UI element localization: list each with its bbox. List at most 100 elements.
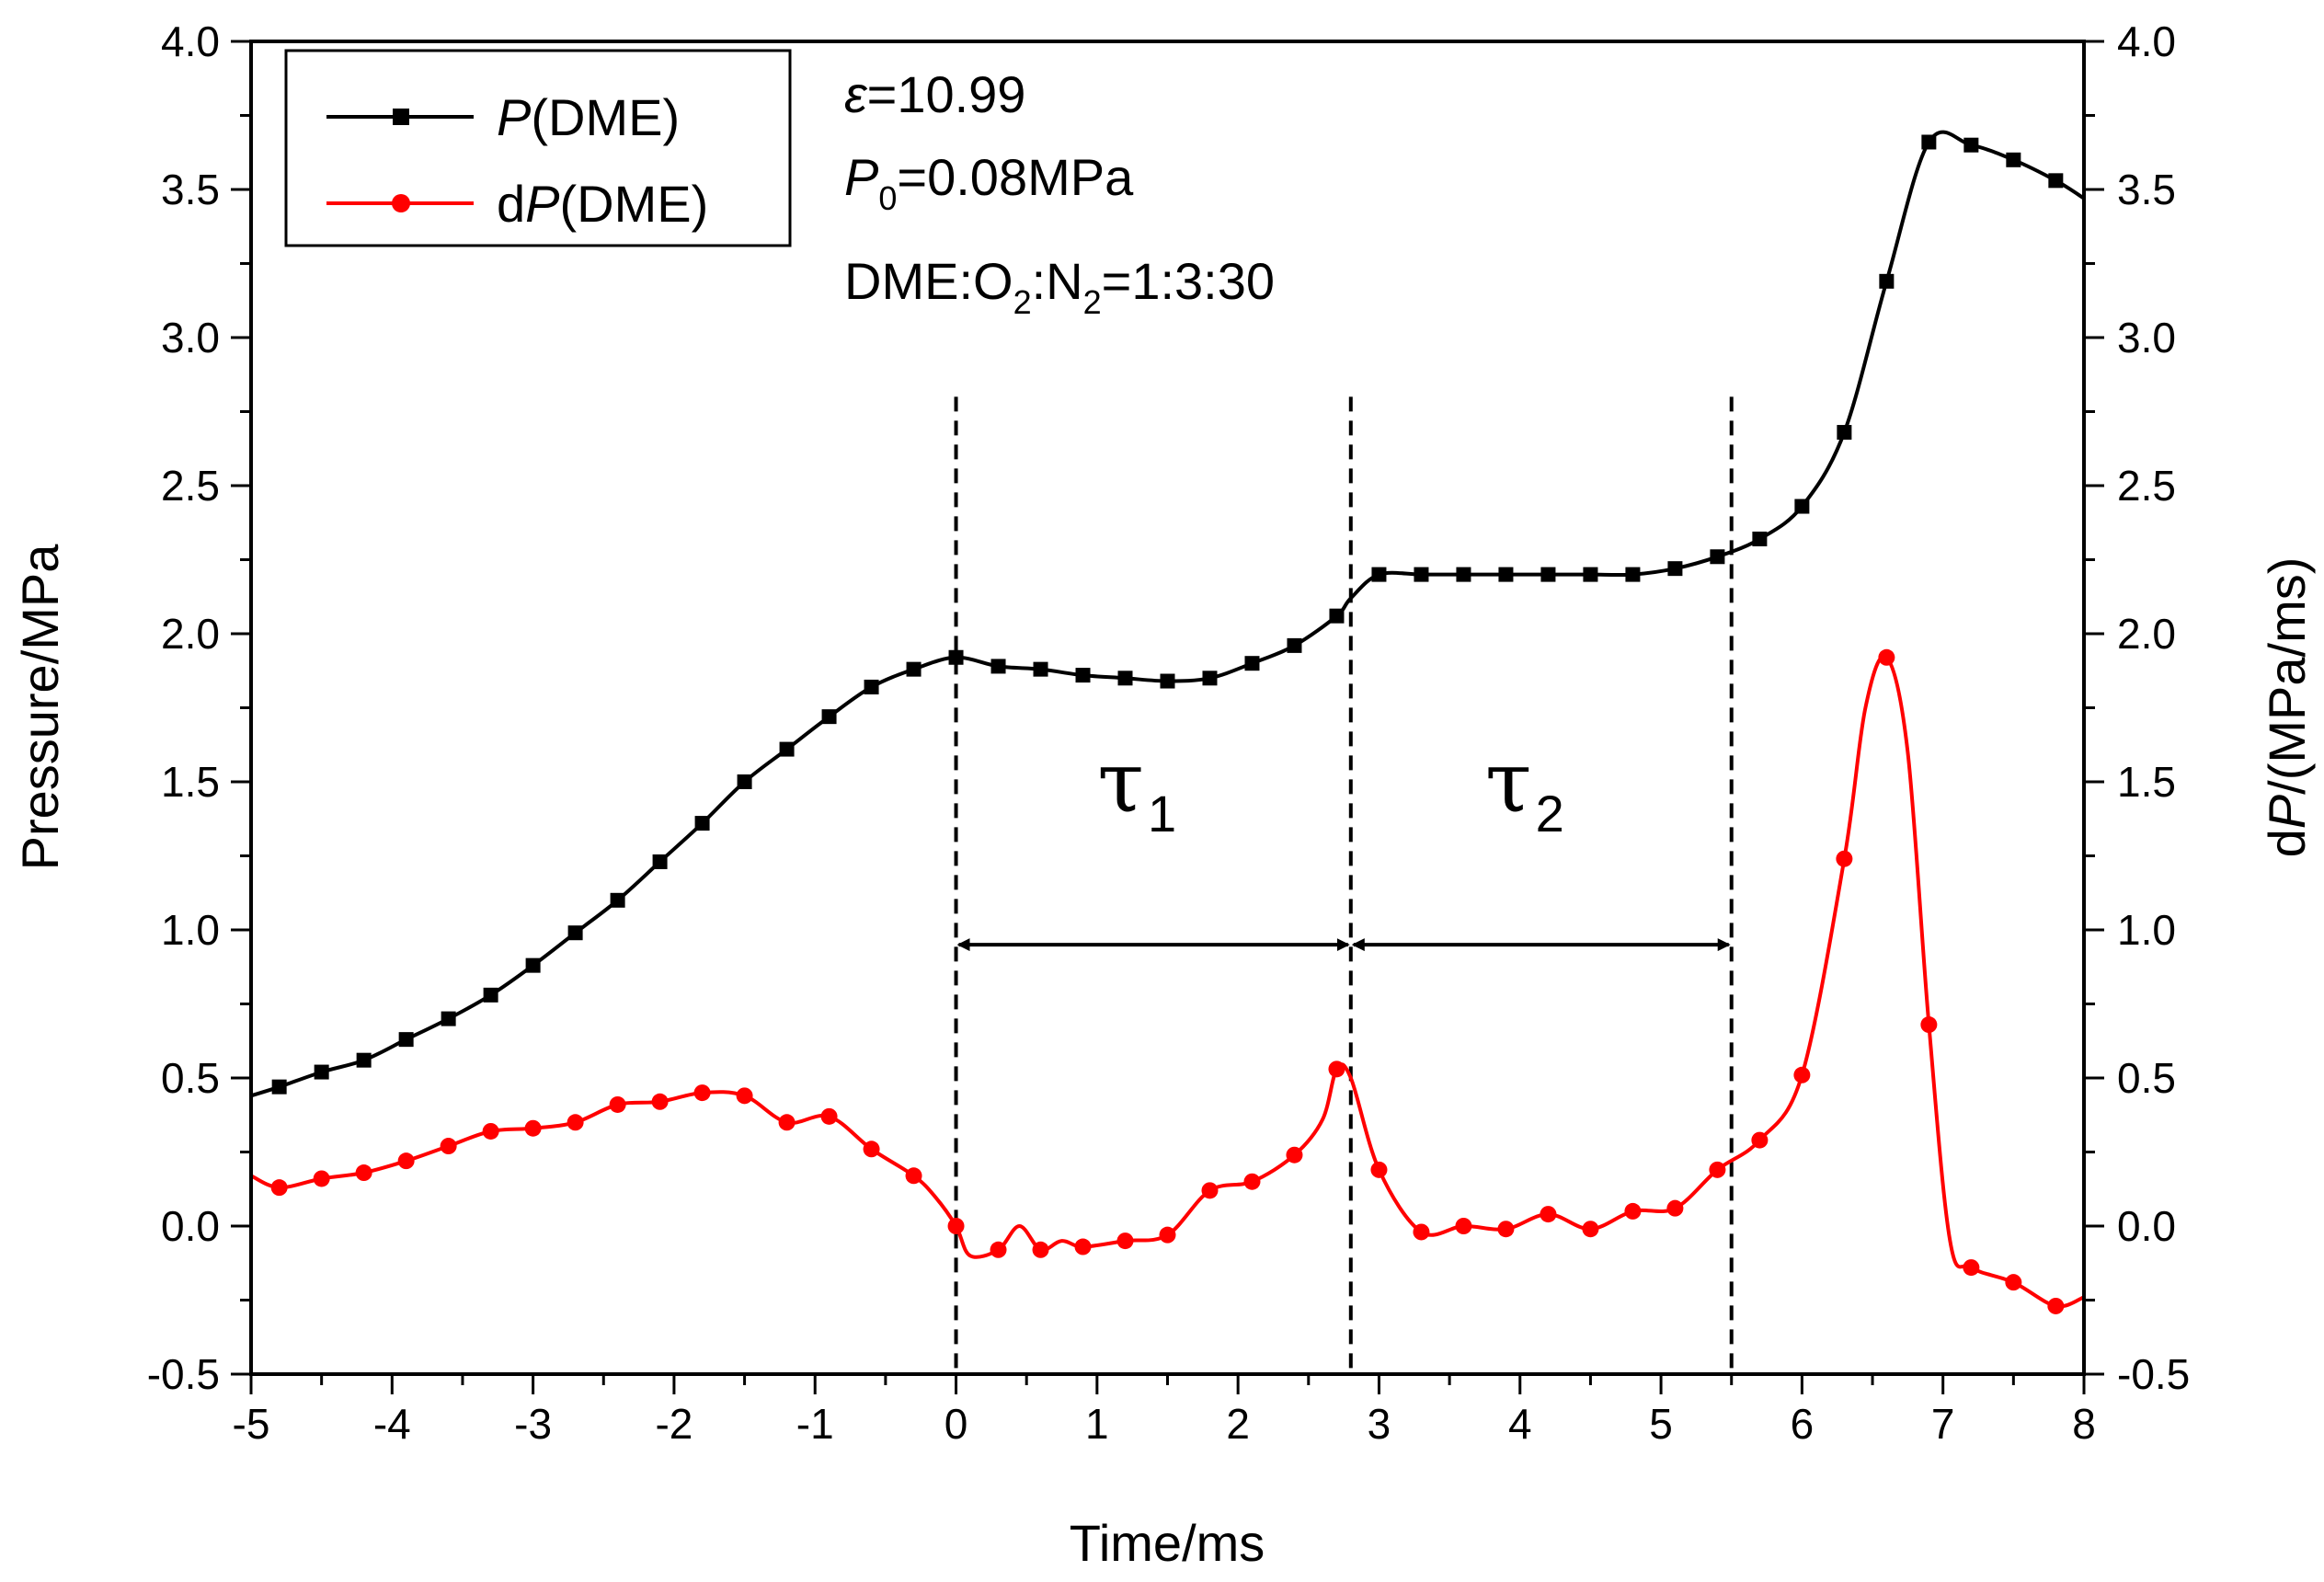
pressure-data-point <box>1794 499 1810 514</box>
pressure-data-point <box>567 925 583 941</box>
pressure-data-point <box>694 816 710 831</box>
x-tick-label: 4 <box>1508 1400 1532 1448</box>
dp-data-point <box>1836 850 1853 867</box>
y-right-tick-label: 3.5 <box>2117 166 2176 213</box>
y-left-tick-label: 1.5 <box>161 758 220 806</box>
pressure-data-point <box>2006 152 2021 167</box>
dp-data-point <box>355 1164 372 1182</box>
dp-data-point <box>1032 1241 1049 1258</box>
dp-data-point <box>863 1141 880 1158</box>
legend-label-part: P <box>525 175 559 233</box>
pressure-data-point <box>1879 273 1895 289</box>
interval-label-1: τ1 <box>1097 733 1176 843</box>
dp-data-point <box>990 1241 1007 1258</box>
dp-data-point <box>1201 1182 1219 1199</box>
dp-data-point <box>397 1152 415 1170</box>
condition-part: 2 <box>1013 283 1032 321</box>
pressure-data-point <box>1414 567 1429 582</box>
condition-part: =0.08MPa <box>897 148 1134 206</box>
legend-label-part: d <box>497 175 525 233</box>
pressure-data-point <box>990 659 1006 674</box>
dp-data-point <box>1455 1218 1472 1234</box>
y-right-tick-label: 1.0 <box>2117 906 2176 954</box>
pressure-data-point <box>1202 671 1218 686</box>
dp-data-point <box>313 1170 330 1187</box>
pressure-data-point <box>1160 673 1175 689</box>
pressure-data-point <box>864 679 879 694</box>
pressure-data-point <box>356 1052 372 1068</box>
y-right-tick-label: 2.5 <box>2117 462 2176 510</box>
pressure-data-point <box>1033 661 1048 677</box>
dp-data-point <box>1624 1202 1642 1220</box>
legend-label-part: (DME) <box>531 88 680 146</box>
pressure-data-point <box>271 1079 287 1095</box>
pressure-data-point <box>1963 137 1979 153</box>
y-axis-right-title: dP/(MPa/ms) <box>2258 557 2316 858</box>
pressure-data-point <box>821 709 837 725</box>
x-tick-label: 7 <box>1931 1400 1955 1448</box>
interval-subscript: 1 <box>1148 785 1176 843</box>
condition-part: :N <box>1032 252 1083 310</box>
dp-data-point <box>609 1095 626 1113</box>
dp-data-point <box>482 1122 499 1140</box>
x-axis-title: Time/ms <box>1070 1514 1265 1572</box>
pressure-data-point <box>441 1011 456 1026</box>
pressure-data-point <box>525 957 541 973</box>
condition-part: ε <box>844 65 868 123</box>
condition-part: P <box>844 148 878 206</box>
condition-part: 2 <box>1083 283 1102 321</box>
annotation-layer: τ1 τ2 <box>954 396 1734 1374</box>
pressure-data-point <box>1117 671 1133 686</box>
x-tick-label: 2 <box>1226 1400 1250 1448</box>
y-left-tick-label: 2.5 <box>161 462 220 510</box>
dp-data-point <box>1243 1173 1261 1190</box>
dp-data-point <box>1709 1161 1726 1178</box>
legend-label: dP(DME) <box>497 175 708 233</box>
pressure-data-point <box>1244 656 1260 671</box>
dp-data-point <box>524 1119 542 1137</box>
x-tick-label: 0 <box>944 1400 968 1448</box>
dp-data-point <box>2047 1297 2065 1314</box>
pressure-data-point <box>652 854 668 869</box>
pressure-data-point <box>1329 608 1345 624</box>
pressure-data-point <box>1667 561 1683 577</box>
pressure-data-point <box>1456 567 1471 582</box>
pressure-data-point <box>398 1032 414 1048</box>
x-tick-label: -2 <box>655 1400 693 1448</box>
y-left-tick-label: 2.0 <box>161 610 220 658</box>
pressure-data-point <box>737 774 752 789</box>
y-right-tick-label: 2.0 <box>2117 610 2176 658</box>
y-left-tick-label: -0.5 <box>147 1350 220 1398</box>
pressure-data-point <box>314 1064 329 1080</box>
dp-data-point <box>1878 648 1895 666</box>
pressure-data-point <box>610 892 625 908</box>
pressure-data-point <box>1075 668 1091 683</box>
dp-data-point <box>947 1218 965 1234</box>
dp-data-point <box>1920 1016 1938 1034</box>
y-right-tick-label: 4.0 <box>2117 17 2176 65</box>
y-left-tick-label: 4.0 <box>161 17 220 65</box>
condition-part: =1:3:30 <box>1102 252 1275 310</box>
legend-label: P(DME) <box>497 88 680 146</box>
axes-layer: -5 -4 -3 -2 -1 0 1 2 3 4 5 6 7 8 -0.5 -0.5 0.0 0.0 0.5 0.5 1… <box>147 17 2191 1448</box>
legend-label-part: (DME) <box>560 175 709 233</box>
interval-symbol: τ <box>1485 733 1532 831</box>
dp-data-point <box>270 1179 288 1197</box>
condition-line-3: DME:O2:N2=1:3:30 <box>844 252 1275 321</box>
dp-data-point <box>1074 1238 1092 1255</box>
pressure-data-point <box>483 987 498 1003</box>
pressure-data-point <box>906 661 922 677</box>
y-left-tick-label: 3.5 <box>161 166 220 213</box>
pressure-data-point <box>1837 425 1852 441</box>
pressure-data-point <box>1540 567 1556 582</box>
legend-marker-square <box>393 109 409 125</box>
dp-data-point <box>1116 1232 1134 1250</box>
dp-data-point <box>1963 1259 1980 1277</box>
x-tick-label: 1 <box>1085 1400 1109 1448</box>
pressure-data-point <box>1287 637 1302 653</box>
y-left-tick-label: 3.0 <box>161 314 220 361</box>
legend: P(DME)dP(DME) <box>284 49 792 247</box>
pressure-data-point <box>1921 134 1937 150</box>
legend-marker-circle <box>392 194 410 212</box>
